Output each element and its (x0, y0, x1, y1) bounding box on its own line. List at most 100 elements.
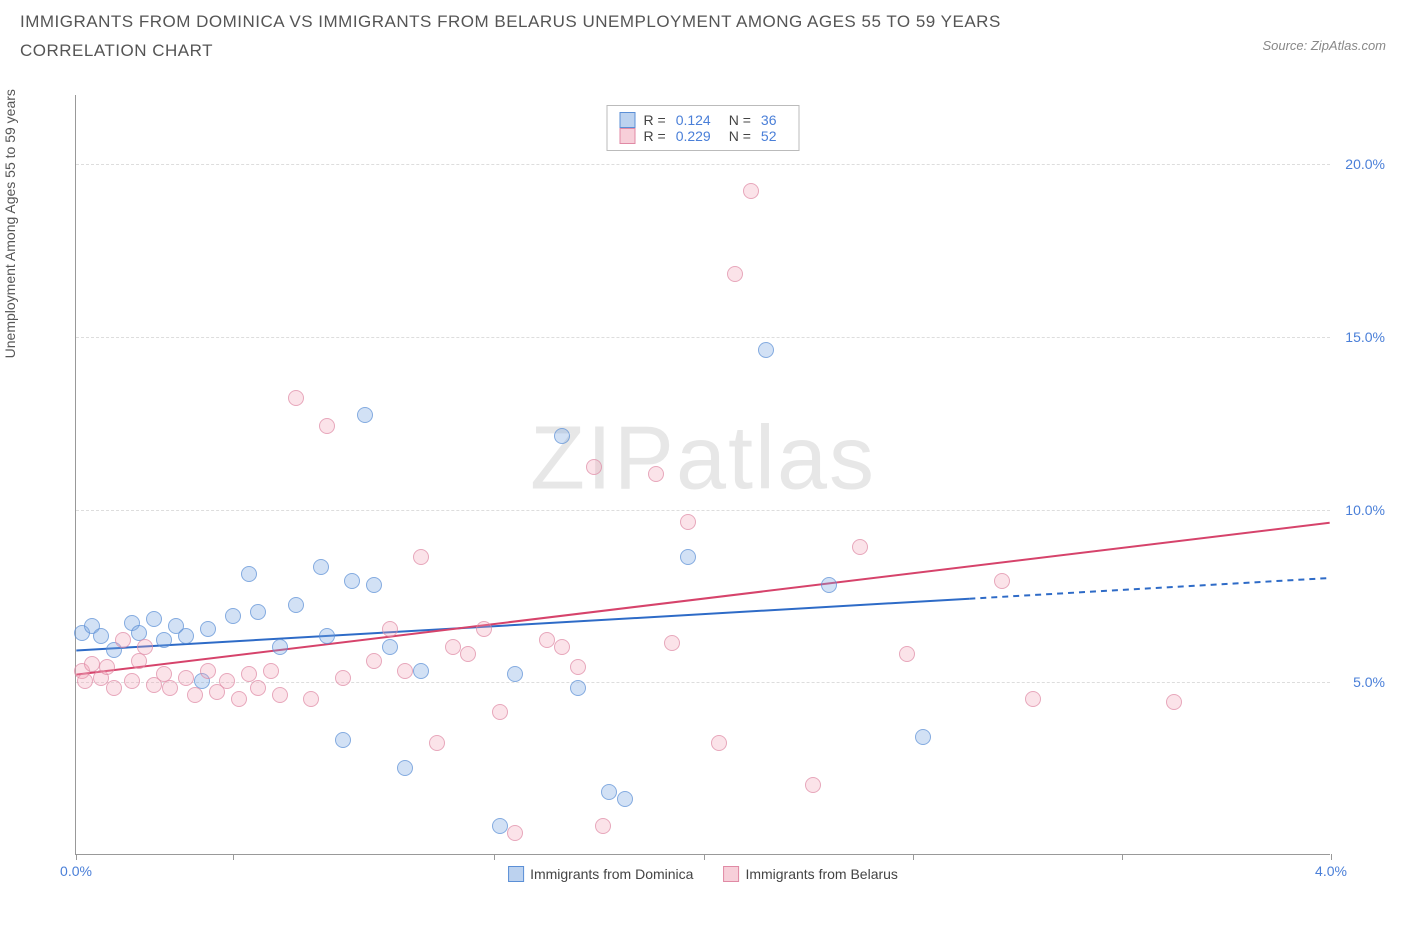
data-point (200, 663, 216, 679)
data-point (570, 659, 586, 675)
data-point (313, 559, 329, 575)
data-point (241, 566, 257, 582)
data-point (231, 691, 247, 707)
legend-swatch-blue-icon (508, 866, 524, 882)
data-point (1166, 694, 1182, 710)
data-point (288, 597, 304, 613)
y-tick-label: 15.0% (1345, 329, 1385, 345)
source-label: Source: ZipAtlas.com (1262, 38, 1386, 53)
data-point (382, 621, 398, 637)
data-point (106, 680, 122, 696)
data-point (178, 670, 194, 686)
legend-stats: R =0.124 N =36 R =0.229 N =52 (607, 105, 800, 151)
data-point (711, 735, 727, 751)
x-tick (1331, 854, 1332, 860)
data-point (586, 459, 602, 475)
data-point (366, 653, 382, 669)
legend-label-pink: Immigrants from Belarus (745, 866, 897, 882)
data-point (272, 639, 288, 655)
data-point (413, 549, 429, 565)
chart-title: IMMIGRANTS FROM DOMINICA VS IMMIGRANTS F… (20, 8, 1120, 66)
data-point (272, 687, 288, 703)
data-point (554, 428, 570, 444)
data-point (595, 818, 611, 834)
x-tick (233, 854, 234, 860)
x-tick (1122, 854, 1123, 860)
data-point (429, 735, 445, 751)
data-point (219, 673, 235, 689)
gridline-h (76, 510, 1330, 511)
data-point (648, 466, 664, 482)
data-point (727, 266, 743, 282)
data-point (570, 680, 586, 696)
data-point (821, 577, 837, 593)
data-point (476, 621, 492, 637)
data-point (124, 673, 140, 689)
gridline-h (76, 164, 1330, 165)
data-point (366, 577, 382, 593)
x-tick-label: 4.0% (1315, 863, 1347, 879)
data-point (680, 549, 696, 565)
gridline-h (76, 337, 1330, 338)
data-point (187, 687, 203, 703)
data-point (994, 573, 1010, 589)
data-point (250, 604, 266, 620)
data-point (77, 673, 93, 689)
data-point (601, 784, 617, 800)
data-point (319, 628, 335, 644)
data-point (805, 777, 821, 793)
data-point (319, 418, 335, 434)
data-point (507, 666, 523, 682)
x-tick (76, 854, 77, 860)
data-point (758, 342, 774, 358)
data-point (382, 639, 398, 655)
data-point (617, 791, 633, 807)
data-point (115, 632, 131, 648)
data-point (335, 670, 351, 686)
data-point (539, 632, 555, 648)
n-value-blue: 36 (761, 112, 777, 128)
data-point (507, 825, 523, 841)
data-point (397, 663, 413, 679)
legend-series: Immigrants from Dominica Immigrants from… (508, 866, 898, 882)
legend-swatch-blue (620, 112, 636, 128)
data-point (156, 632, 172, 648)
data-point (492, 818, 508, 834)
plot-area: ZIPatlas R =0.124 N =36 R =0.229 N =52 I… (75, 95, 1330, 855)
n-value-pink: 52 (761, 128, 777, 144)
x-tick (704, 854, 705, 860)
x-tick (494, 854, 495, 860)
data-point (357, 407, 373, 423)
data-point (335, 732, 351, 748)
x-tick (913, 854, 914, 860)
data-point (162, 680, 178, 696)
y-tick-label: 20.0% (1345, 156, 1385, 172)
data-point (680, 514, 696, 530)
data-point (492, 704, 508, 720)
data-point (250, 680, 266, 696)
chart-container: Unemployment Among Ages 55 to 59 years Z… (20, 85, 1386, 885)
data-point (852, 539, 868, 555)
data-point (915, 729, 931, 745)
r-value-pink: 0.229 (676, 128, 711, 144)
y-tick-label: 10.0% (1345, 502, 1385, 518)
data-point (460, 646, 476, 662)
data-point (413, 663, 429, 679)
y-tick-label: 5.0% (1353, 674, 1385, 690)
r-value-blue: 0.124 (676, 112, 711, 128)
data-point (225, 608, 241, 624)
data-point (263, 663, 279, 679)
data-point (303, 691, 319, 707)
data-point (99, 659, 115, 675)
data-point (288, 390, 304, 406)
legend-swatch-pink (620, 128, 636, 144)
data-point (1025, 691, 1041, 707)
data-point (344, 573, 360, 589)
data-point (146, 611, 162, 627)
data-point (664, 635, 680, 651)
data-point (899, 646, 915, 662)
data-point (137, 639, 153, 655)
data-point (178, 628, 194, 644)
trend-lines (76, 95, 1330, 854)
data-point (445, 639, 461, 655)
